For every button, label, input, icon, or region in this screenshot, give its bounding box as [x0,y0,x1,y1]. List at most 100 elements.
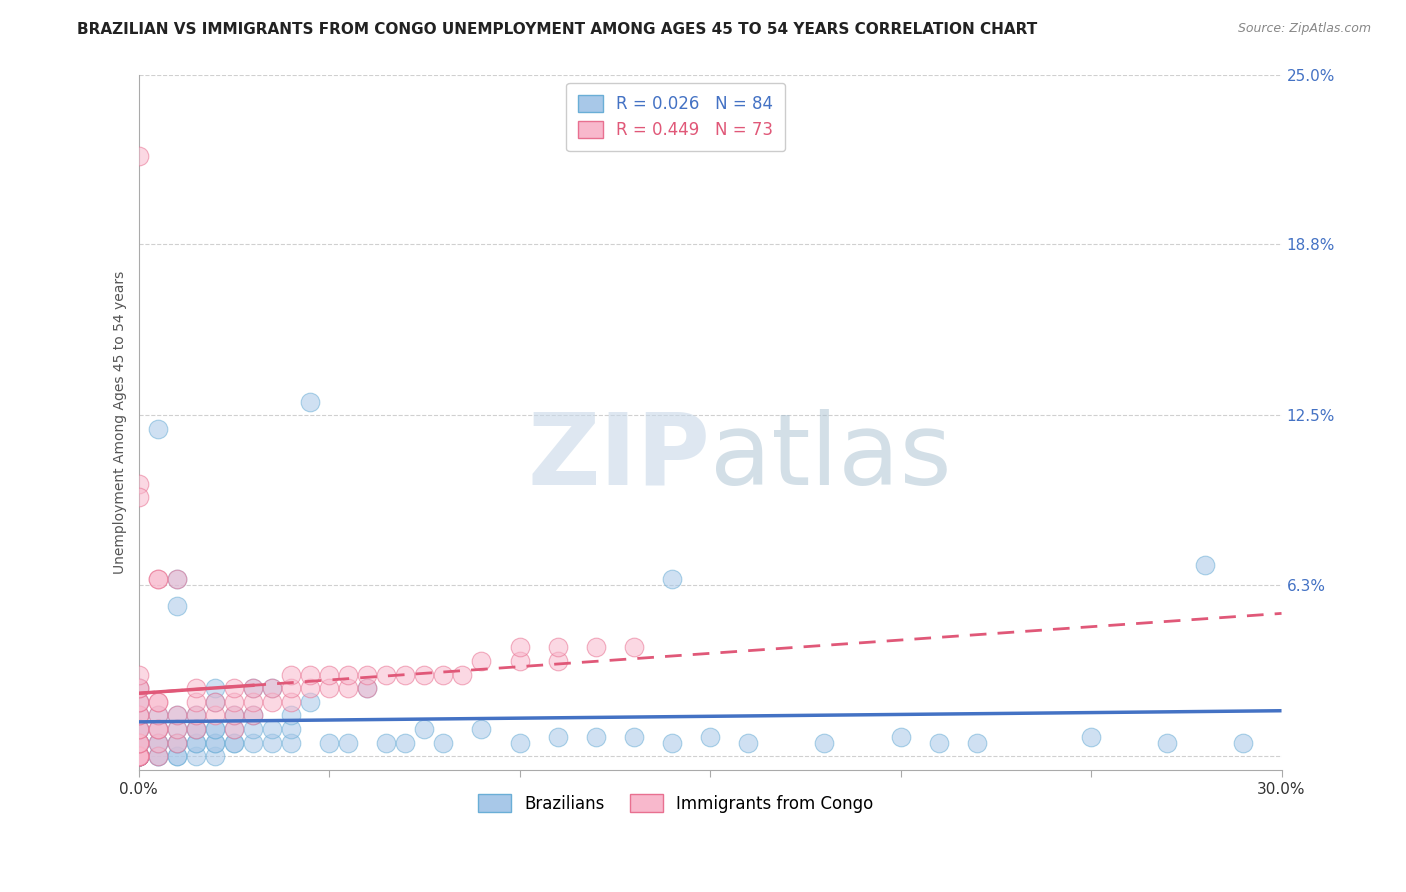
Point [166,708,188,723]
Legend: Brazilians, Immigrants from Congo: Brazilians, Immigrants from Congo [467,783,886,824]
Point [413,667,436,681]
Point [318,736,340,750]
Point [146,736,169,750]
Point [222,722,245,736]
Point [184,722,207,736]
Point [1194,558,1216,573]
Point [146,722,169,736]
Point [813,736,835,750]
Point [128,749,150,764]
Point [585,640,607,655]
Point [166,736,188,750]
Point [222,708,245,723]
Point [222,736,245,750]
Point [128,749,150,764]
Point [260,736,283,750]
Point [166,736,188,750]
Point [128,749,150,764]
Point [204,722,226,736]
Point [128,490,150,504]
Point [146,736,169,750]
Point [623,731,645,745]
Point [128,736,150,750]
Point [184,695,207,709]
Point [222,722,245,736]
Point [128,749,150,764]
Point [146,572,169,586]
Point [128,476,150,491]
Point [1156,736,1178,750]
Point [242,695,264,709]
Point [356,681,378,695]
Point [166,708,188,723]
Point [128,722,150,736]
Point [146,422,169,436]
Point [128,708,150,723]
Point [298,394,321,409]
Point [146,736,169,750]
Point [166,572,188,586]
Point [128,722,150,736]
Point [184,749,207,764]
Point [298,681,321,695]
Point [128,695,150,709]
Point [128,667,150,681]
Point [128,749,150,764]
Text: ZIP: ZIP [527,409,710,506]
Point [166,749,188,764]
Point [260,681,283,695]
Point [146,708,169,723]
Point [166,599,188,614]
Point [547,731,569,745]
Point [166,722,188,736]
Point [298,695,321,709]
Point [356,681,378,695]
Point [146,708,169,723]
Point [146,722,169,736]
Point [128,749,150,764]
Point [394,667,416,681]
Point [166,572,188,586]
Point [128,749,150,764]
Point [128,749,150,764]
Point [509,654,531,668]
Point [509,640,531,655]
Point [128,749,150,764]
Point [260,722,283,736]
Point [146,749,169,764]
Point [298,667,321,681]
Point [128,695,150,709]
Point [280,708,302,723]
Point [337,681,360,695]
Point [204,722,226,736]
Point [356,667,378,681]
Point [146,695,169,709]
Point [222,736,245,750]
Point [470,654,492,668]
Point [128,708,150,723]
Point [375,736,398,750]
Point [260,695,283,709]
Point [242,722,264,736]
Point [128,749,150,764]
Point [1232,736,1254,750]
Point [204,736,226,750]
Point [661,572,683,586]
Point [166,736,188,750]
Point [146,749,169,764]
Point [146,749,169,764]
Point [128,708,150,723]
Point [184,708,207,723]
Point [222,681,245,695]
Point [204,736,226,750]
Point [280,667,302,681]
Point [737,736,759,750]
Point [242,736,264,750]
Point [966,736,988,750]
Point [547,654,569,668]
Point [204,681,226,695]
Point [204,695,226,709]
Text: Source: ZipAtlas.com: Source: ZipAtlas.com [1237,22,1371,36]
Point [451,667,474,681]
Point [280,722,302,736]
